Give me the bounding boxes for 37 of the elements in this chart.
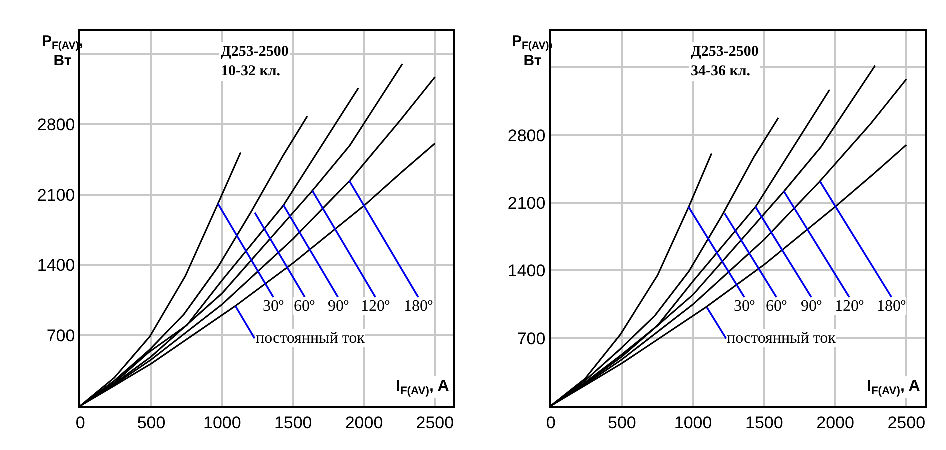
annotation: 60º [766, 298, 787, 315]
x-tick-label: 0 [546, 413, 556, 432]
x-tick-label: 2000 [345, 413, 384, 432]
annotation: 180º [404, 298, 433, 315]
y-tick-label: 2100 [508, 194, 546, 213]
x-tick-label: 500 [608, 413, 636, 432]
y-tick-label: 1400 [37, 256, 76, 276]
y-axis-title: P$_{F(AV)}$, Вт [42, 33, 84, 70]
annotation: 180º [877, 298, 906, 315]
annotation: 60º [294, 298, 315, 315]
x-tick-label: 0 [76, 413, 86, 432]
x-tick-label: 2500 [416, 413, 454, 432]
y-tick-label: 2800 [37, 115, 76, 134]
y-tick-label: 700 [517, 329, 546, 348]
x-tick-label: 2000 [816, 413, 854, 432]
y-tick-label: 2100 [37, 186, 76, 205]
annotation: 120º [361, 298, 390, 315]
x-tick-label: 1000 [674, 413, 712, 432]
annotation: 120º [835, 298, 864, 315]
annotation: 30º [734, 298, 755, 315]
annotation: 30º [263, 298, 284, 315]
annotation: постоянный ток [727, 330, 836, 347]
y-tick-label: 700 [46, 326, 76, 346]
x-tick-label: 500 [137, 413, 166, 432]
x-axis-title: I$_{F(AV)}$, A [867, 378, 921, 398]
x-tick-label: 1500 [746, 413, 784, 432]
annotation: 90º [801, 298, 822, 315]
annotation: 90º [328, 298, 349, 315]
annotation: Д253-2500 10-32 кл. [221, 44, 289, 80]
annotation: Д253-2500 34-36 кл. [691, 44, 759, 80]
annotation: постоянный ток [256, 330, 366, 347]
x-tick-label: 1000 [204, 413, 242, 432]
y-tick-label: 1400 [508, 262, 546, 281]
x-tick-label: 2500 [888, 413, 926, 432]
x-axis-title: I$_{F(AV)}$, A [396, 378, 450, 398]
x-tick-label: 1500 [274, 413, 312, 432]
y-tick-label: 2800 [508, 126, 546, 146]
